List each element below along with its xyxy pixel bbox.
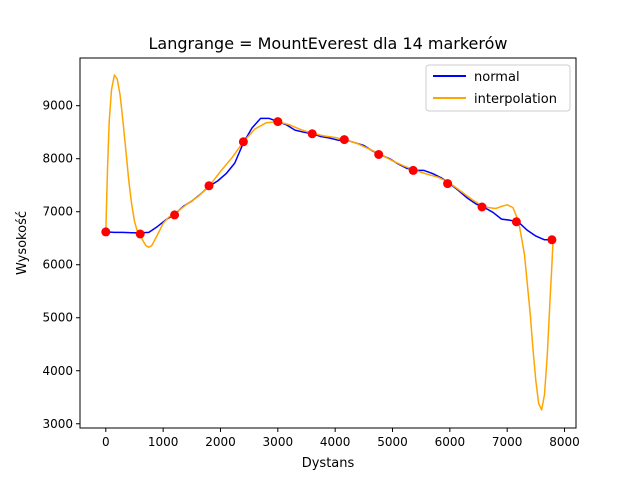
y-tick-label: 7000 xyxy=(42,205,73,219)
marker-point xyxy=(477,202,487,212)
x-tick-label: 2000 xyxy=(205,435,236,449)
plot-area-frame xyxy=(79,57,577,429)
marker-point xyxy=(307,129,317,139)
marker-point xyxy=(204,181,214,191)
marker-point xyxy=(170,210,180,220)
marker-point xyxy=(408,165,418,175)
y-tick-label: 4000 xyxy=(42,364,73,378)
marker-point xyxy=(511,217,521,227)
marker-point xyxy=(273,117,283,127)
y-tick-label: 8000 xyxy=(42,152,73,166)
x-axis-label: Dystans xyxy=(302,456,355,471)
x-tick-label: 7000 xyxy=(492,435,523,449)
x-tick-label: 0 xyxy=(102,435,110,449)
x-tick-label: 1000 xyxy=(148,435,179,449)
marker-layer xyxy=(101,117,557,245)
x-tick-label: 3000 xyxy=(263,435,294,449)
marker-point xyxy=(238,137,248,147)
y-tick-label: 9000 xyxy=(42,99,73,113)
y-axis-label: Wysokość xyxy=(15,211,30,275)
legend-label-interpolation: interpolation xyxy=(474,92,557,107)
x-tick-label: 4000 xyxy=(320,435,351,449)
y-axis-ticks: 3000 4000 5000 6000 7000 8000 9000 xyxy=(42,99,80,431)
y-tick-label: 6000 xyxy=(42,258,73,272)
marker-point xyxy=(374,150,384,159)
x-tick-label: 8000 xyxy=(549,435,580,449)
x-axis-ticks: 0 1000 2000 3000 4000 5000 6000 7000 8000 xyxy=(102,428,580,449)
legend-label-normal: normal xyxy=(474,70,520,85)
x-tick-label: 6000 xyxy=(435,435,466,449)
series-line-interpolation xyxy=(105,74,554,411)
marker-point xyxy=(101,227,111,237)
y-tick-label: 3000 xyxy=(42,417,73,431)
marker-point xyxy=(339,135,349,145)
chart-title: Langrange = MountEverest dla 14 markerów xyxy=(149,34,508,53)
x-tick-label: 5000 xyxy=(377,435,408,449)
marker-point xyxy=(443,179,453,189)
marker-point xyxy=(135,229,145,239)
y-tick-label: 5000 xyxy=(42,311,73,325)
marker-point xyxy=(547,235,557,245)
legend: normal interpolation xyxy=(425,64,571,112)
